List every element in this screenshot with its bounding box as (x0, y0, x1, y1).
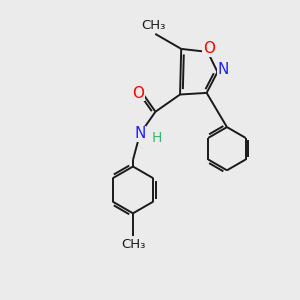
Text: O: O (132, 85, 144, 100)
Text: O: O (203, 41, 215, 56)
Text: H: H (151, 131, 162, 145)
Text: CH₃: CH₃ (142, 19, 166, 32)
Text: N: N (218, 61, 229, 76)
Text: N: N (134, 126, 146, 141)
Text: CH₃: CH₃ (121, 238, 145, 251)
